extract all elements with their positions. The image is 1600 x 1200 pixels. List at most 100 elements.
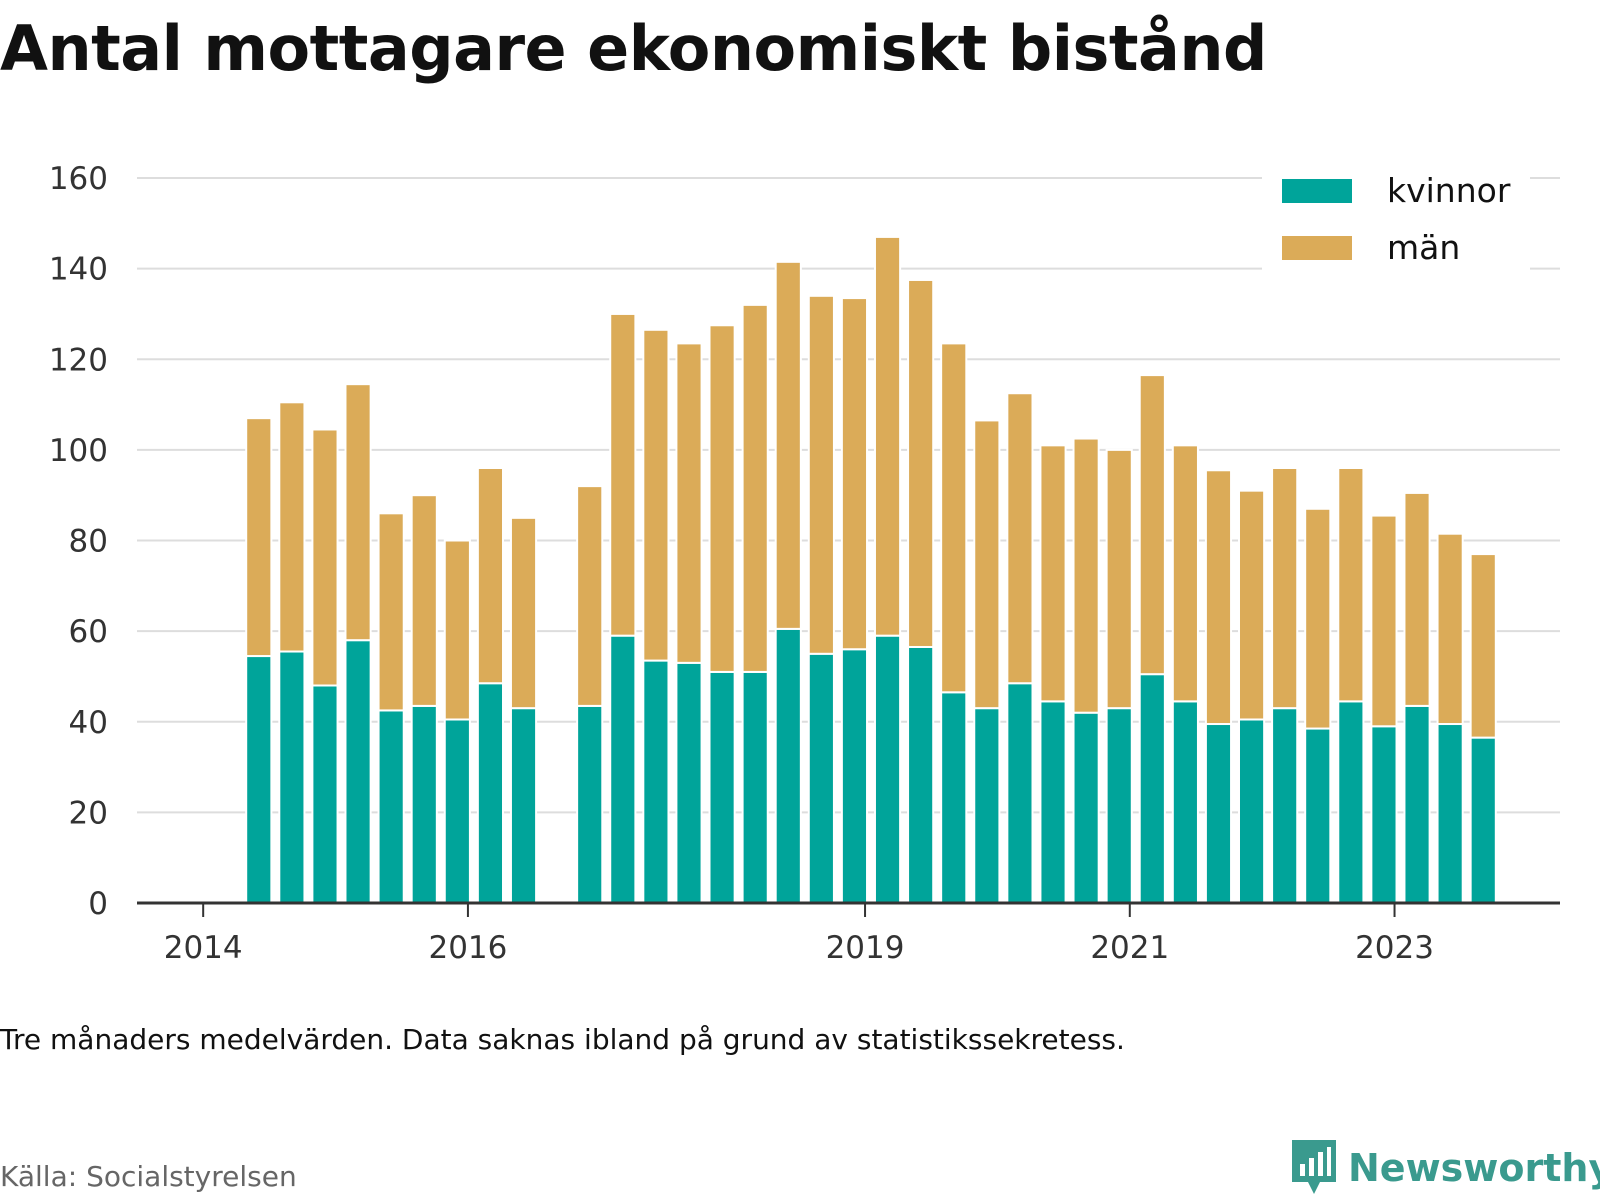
bar-män: [1237, 489, 1266, 721]
bar-män: [278, 401, 306, 653]
bar-kvinnor: [1370, 725, 1398, 904]
brand: Newsworthy: [1290, 1138, 1600, 1198]
bar-män: [609, 312, 637, 637]
bar-män: [840, 297, 869, 651]
bar-män: [245, 417, 273, 658]
legend-swatch: [1282, 236, 1352, 260]
bar-män: [1138, 374, 1166, 676]
bar-kvinnor: [774, 627, 802, 904]
bar-kvinnor: [476, 682, 505, 904]
y-tick-label: 80: [69, 524, 108, 560]
bar-kvinnor: [1105, 707, 1133, 904]
bar-män: [675, 342, 703, 664]
legend-label: män: [1387, 228, 1460, 267]
bar-kvinnor: [1171, 700, 1199, 904]
bar-män: [1337, 467, 1365, 703]
bar-män: [1469, 553, 1497, 739]
bar-kvinnor: [1304, 727, 1332, 904]
bar-kvinnor: [410, 704, 438, 904]
bar-män: [1006, 392, 1034, 685]
bar-män: [1370, 514, 1398, 728]
y-tick-label: 20: [69, 795, 108, 831]
bar-män: [741, 303, 769, 673]
bar-kvinnor: [807, 652, 835, 904]
bar-män: [1072, 437, 1100, 714]
bar-män: [344, 383, 372, 642]
bar-män: [1304, 507, 1332, 730]
x-tick-label: 2016: [428, 930, 507, 966]
bar-kvinnor: [344, 639, 372, 904]
bar-män: [1403, 491, 1431, 707]
bar-män: [410, 494, 438, 707]
bar-kvinnor: [1072, 711, 1100, 904]
x-tick-label: 2019: [826, 930, 905, 966]
bar-kvinnor: [278, 650, 306, 904]
bar-kvinnor: [642, 659, 670, 904]
bar-kvinnor: [1138, 673, 1166, 904]
bar-kvinnor: [973, 707, 1001, 904]
y-tick-label: 160: [49, 161, 108, 197]
legend-label: kvinnor: [1387, 171, 1511, 210]
bar-män: [1204, 469, 1233, 726]
bar-kvinnor: [1237, 718, 1266, 904]
bar-kvinnor: [443, 718, 471, 904]
bar-kvinnor: [708, 670, 736, 904]
bar-kvinnor: [377, 709, 405, 904]
bar-kvinnor: [509, 707, 538, 904]
bar-kvinnor: [245, 655, 273, 904]
bar-kvinnor: [907, 645, 935, 904]
stacked-bar-chart: 0 20 40 60 80 100 120 140 160 2014 2016 2019 2021 202…: [49, 161, 1560, 966]
bar-kvinnor: [576, 704, 604, 904]
y-tick-label: 40: [69, 705, 108, 741]
bar-män: [443, 539, 471, 721]
bar-kvinnor: [1006, 682, 1034, 904]
source-credit: Källa: Socialstyrelsen: [0, 1160, 297, 1193]
bar-kvinnor: [1039, 700, 1067, 904]
bar-kvinnor: [675, 661, 703, 904]
bar-kvinnor: [1271, 707, 1299, 904]
y-tick-label: 100: [49, 433, 108, 469]
bar-kvinnor: [873, 634, 902, 904]
y-tick-label: 60: [69, 614, 108, 650]
bar-män: [708, 324, 736, 673]
bar-kvinnor: [1436, 723, 1464, 904]
bar-kvinnor: [311, 684, 339, 904]
bar-män: [774, 260, 802, 630]
bar-kvinnor: [1469, 736, 1497, 904]
bar-män: [377, 512, 405, 712]
chart-note: Tre månaders medelvärden. Data saknas ib…: [0, 1023, 1125, 1056]
legend-swatch: [1282, 179, 1352, 203]
newsworthy-logo-icon: [1292, 1140, 1336, 1194]
bar-kvinnor: [741, 670, 769, 904]
bar-kvinnor: [940, 691, 968, 904]
bars: [245, 235, 1497, 904]
y-tick-label: 140: [49, 252, 108, 288]
bar-män: [476, 467, 505, 685]
x-tick-label: 2021: [1090, 930, 1169, 966]
bar-män: [311, 428, 339, 687]
y-tick-label: 0: [88, 886, 108, 922]
bar-kvinnor: [1403, 704, 1431, 904]
brand-name: Newsworthy: [1348, 1146, 1600, 1190]
bar-män: [1105, 448, 1133, 710]
bar-kvinnor: [609, 634, 637, 904]
bar-kvinnor: [1204, 723, 1233, 904]
bar-män: [1171, 444, 1199, 703]
bar-män: [1436, 532, 1464, 726]
bar-män: [807, 294, 835, 655]
bar-män: [1039, 444, 1067, 703]
bar-kvinnor: [1337, 700, 1365, 904]
bar-män: [973, 419, 1001, 710]
bar-män: [940, 342, 968, 694]
y-tick-label: 120: [49, 342, 108, 378]
bar-kvinnor: [840, 648, 869, 904]
bar-män: [873, 235, 902, 637]
bar-män: [1271, 467, 1299, 710]
x-tick-label: 2014: [164, 930, 243, 966]
bar-män: [576, 485, 604, 707]
bar-män: [509, 516, 538, 710]
x-tick-label: 2023: [1355, 930, 1434, 966]
bar-män: [642, 328, 670, 662]
legend: kvinnor män: [1262, 165, 1530, 270]
chart-title: Antal mottagare ekonomiskt bistånd: [0, 12, 1267, 85]
